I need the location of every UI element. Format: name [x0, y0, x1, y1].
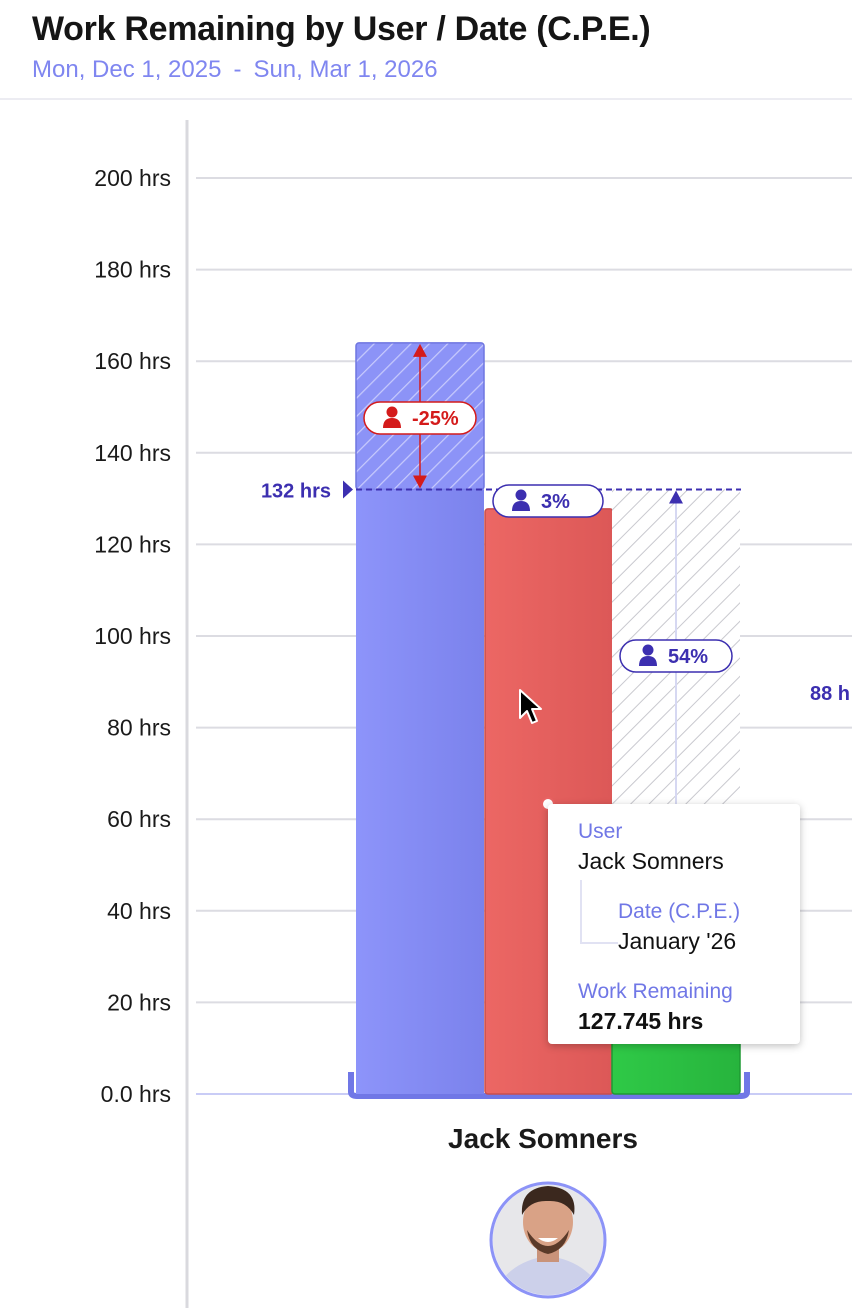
- user-icon-body: [639, 656, 657, 666]
- y-tick-label: 100 hrs: [94, 623, 171, 649]
- annotation-layer: 132 hrs 88 h -25% 3% 54%: [261, 343, 850, 815]
- x-category-label: Jack Somners: [448, 1123, 638, 1154]
- bar-group-bracket: [348, 1072, 750, 1099]
- y-axis: 0.0 hrs 20 hrs 40 hrs 60 hrs 80 hrs 100 hrs 12…: [94, 120, 189, 1308]
- user-icon-body: [512, 501, 530, 511]
- y-tick-label: 40 hrs: [107, 898, 171, 924]
- arrow-up-icon: [669, 490, 683, 504]
- variance-pill-text: 54%: [668, 646, 708, 668]
- user-icon-head: [386, 406, 398, 418]
- date-range-start: Mon, Dec 1, 2025: [32, 56, 222, 83]
- variance-pill-text: -25%: [412, 408, 459, 430]
- y-tick-label: 120 hrs: [94, 531, 171, 557]
- pointer-cursor-icon: [519, 689, 542, 724]
- target-line-label: 132 hrs: [261, 480, 331, 502]
- user-icon: [512, 489, 530, 511]
- user-icon: [639, 644, 657, 666]
- variance-pill: 3%: [492, 484, 604, 518]
- arrow-up-icon: [413, 343, 427, 357]
- chart-title: Work Remaining by User / Date (C.P.E.): [32, 10, 651, 48]
- date-range: Mon, Dec 1, 2025- Sun, Mar 1, 2026: [32, 56, 438, 84]
- variance-pill-text: 3%: [541, 491, 570, 513]
- y-tick-label: 160 hrs: [94, 348, 171, 374]
- next-target-label: 88 h: [810, 683, 850, 705]
- y-tick-label: 0.0 hrs: [101, 1081, 171, 1107]
- user-icon-head: [642, 644, 654, 656]
- tooltip-work-value: 127.745 hrs: [578, 1008, 704, 1034]
- chart-header: Work Remaining by User / Date (C.P.E.) M…: [0, 0, 852, 100]
- tooltip-user-value: Jack Somners: [578, 848, 724, 874]
- user-icon: [383, 406, 401, 428]
- y-tick-label: 140 hrs: [94, 440, 171, 466]
- target-marker-icon: [343, 480, 353, 499]
- data-tooltip: User Jack Somners Date (C.P.E.) January …: [548, 804, 800, 1044]
- user-icon-head: [515, 489, 527, 501]
- y-tick-label: 20 hrs: [107, 989, 171, 1015]
- tooltip-user-label: User: [578, 820, 623, 843]
- y-tick-label: 200 hrs: [94, 165, 171, 191]
- variance-pill: -25%: [363, 401, 477, 435]
- y-tick-label: 80 hrs: [107, 715, 171, 741]
- tooltip-date-value: January '26: [618, 928, 737, 954]
- variance-pill: 54%: [619, 639, 733, 673]
- date-range-separator: -: [233, 56, 242, 83]
- tooltip-date-label: Date (C.P.E.): [618, 900, 741, 923]
- user-icon-body: [383, 418, 401, 428]
- tooltip-work-label: Work Remaining: [578, 980, 733, 1003]
- arrow-down-icon: [413, 475, 427, 489]
- tooltip-tree-connector: [580, 880, 618, 944]
- y-tick-label: 180 hrs: [94, 257, 171, 283]
- y-tick-label: 60 hrs: [107, 806, 171, 832]
- bar: [356, 489, 484, 1094]
- date-range-end: Sun, Mar 1, 2026: [253, 56, 438, 83]
- user-avatar[interactable]: [488, 1181, 610, 1308]
